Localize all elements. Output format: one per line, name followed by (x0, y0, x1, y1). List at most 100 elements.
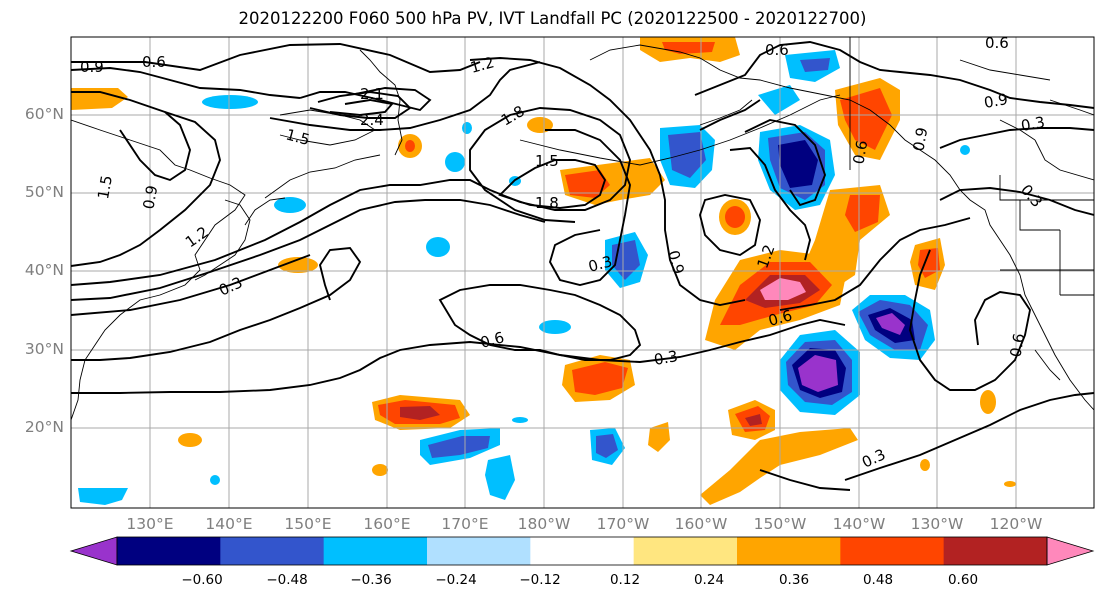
contour-label: 0.6 (142, 53, 166, 71)
contour-label: 0.9 (664, 248, 688, 276)
contour-label: 1.2 (468, 53, 496, 77)
shade-negative (274, 197, 306, 213)
shade-positive (372, 464, 388, 476)
shade-positive (980, 390, 996, 414)
lon-label: 140°E (205, 515, 253, 533)
shade-negative (485, 455, 515, 500)
lat-label: 60°N (24, 105, 64, 123)
colorbar-segment (840, 537, 945, 565)
shade-negative (876, 313, 905, 335)
lon-label: 160°W (674, 515, 728, 533)
contour-label: 0.6 (1006, 332, 1028, 359)
shade-negative (798, 355, 838, 392)
shade-positive (572, 362, 628, 395)
shade-positive (405, 140, 415, 152)
colorbar-segment (943, 537, 1048, 565)
shade-positive (1004, 481, 1016, 487)
shade-positive (845, 195, 880, 232)
shade-positive (178, 433, 202, 447)
contour-label: 0.9 (139, 184, 161, 211)
lon-label: 170°E (441, 515, 489, 533)
colorbar-extend-left (69, 536, 118, 566)
lon-label: 170°W (596, 515, 650, 533)
shade-positive (71, 88, 128, 110)
shade-negative (426, 237, 450, 257)
lon-label: 140°W (832, 515, 886, 533)
graticule (71, 37, 1094, 508)
shade-positive (760, 278, 806, 300)
shade-negative (445, 152, 465, 172)
shade-negative (210, 475, 220, 485)
shade-positive (725, 206, 745, 228)
shade-negative (778, 140, 818, 188)
colorbar-tick-label: 0.36 (778, 572, 810, 588)
lon-label: 130°E (126, 515, 174, 533)
colorbar-tick-label: 0.24 (693, 572, 725, 588)
contour-label: 0.9 (909, 126, 931, 153)
contour-label: 2.1 (360, 85, 384, 103)
ivt-shading (71, 37, 1016, 505)
contour-label: 0.9 (983, 90, 1010, 112)
lon-label: 150°E (284, 515, 332, 533)
colorbar-tick-label: 0.12 (609, 572, 641, 588)
colorbar-tick-label: −0.12 (519, 572, 561, 588)
colorbar-extend-right (1046, 536, 1095, 566)
lon-label: 180°W (517, 515, 571, 533)
lat-label: 30°N (24, 340, 64, 358)
shade-positive (700, 428, 858, 505)
shade-negative (612, 240, 640, 280)
shade-negative (800, 58, 830, 72)
contour-label: 0.6 (765, 41, 789, 59)
shade-negative (668, 132, 706, 178)
colorbar-segment (323, 537, 428, 565)
contour-label: 0.3 (1020, 113, 1047, 135)
colorbar-frame (116, 536, 1048, 566)
colorbar-segment (530, 537, 635, 565)
shade-positive (527, 117, 553, 133)
colorbar-segments (117, 537, 1048, 565)
contour-label: 0.9 (80, 58, 104, 76)
colorbar-tick-label: −0.60 (181, 572, 223, 588)
contour-label: 0.6 (985, 34, 1009, 52)
shade-negative (202, 95, 258, 109)
colorbar-segment (117, 537, 221, 565)
shade-negative (462, 122, 472, 134)
shade-positive (565, 170, 610, 198)
shade-negative (960, 145, 970, 155)
contour-label: 0.6 (478, 328, 506, 352)
lon-label: 130°W (910, 515, 964, 533)
contour-label: 1.5 (94, 174, 116, 201)
map-frame (70, 36, 1095, 509)
map-title: 2020122200 F060 500 hPa PV, IVT Landfall… (238, 9, 867, 28)
colorbar-segment (737, 537, 841, 565)
colorbar-segment (220, 537, 325, 565)
colorbar-tick-label: 0.48 (862, 572, 894, 588)
colorbar-tick-label: −0.48 (266, 572, 308, 588)
lon-label: 160°E (363, 515, 411, 533)
contour-label: 0.6 (849, 139, 871, 166)
contour-label: 1.8 (535, 194, 559, 212)
shade-negative (758, 85, 800, 115)
shade-negative (428, 436, 490, 458)
shade-positive (648, 422, 670, 452)
shade-positive (745, 414, 762, 426)
colorbar (69, 536, 1095, 566)
colorbar-tick-label: −0.24 (435, 572, 477, 588)
colorbar-segment (633, 537, 738, 565)
coastlines (71, 37, 1094, 421)
contour-label: 1.5 (535, 152, 559, 170)
colorbar-tick-label: −0.36 (350, 572, 392, 588)
shade-positive (920, 459, 930, 471)
shade-positive (840, 88, 892, 150)
colorbar-tick-label: 0.60 (947, 572, 979, 588)
contour-label: 2.4 (360, 111, 384, 129)
lon-label: 150°W (753, 515, 807, 533)
contour-label: 1.5 (284, 125, 312, 149)
lat-label: 20°N (24, 418, 64, 436)
lat-label: 50°N (24, 183, 64, 201)
shade-negative (539, 320, 571, 334)
shade-positive (400, 406, 440, 420)
shade-negative (512, 417, 528, 423)
shade-negative (78, 488, 128, 505)
lat-label: 40°N (24, 261, 64, 279)
